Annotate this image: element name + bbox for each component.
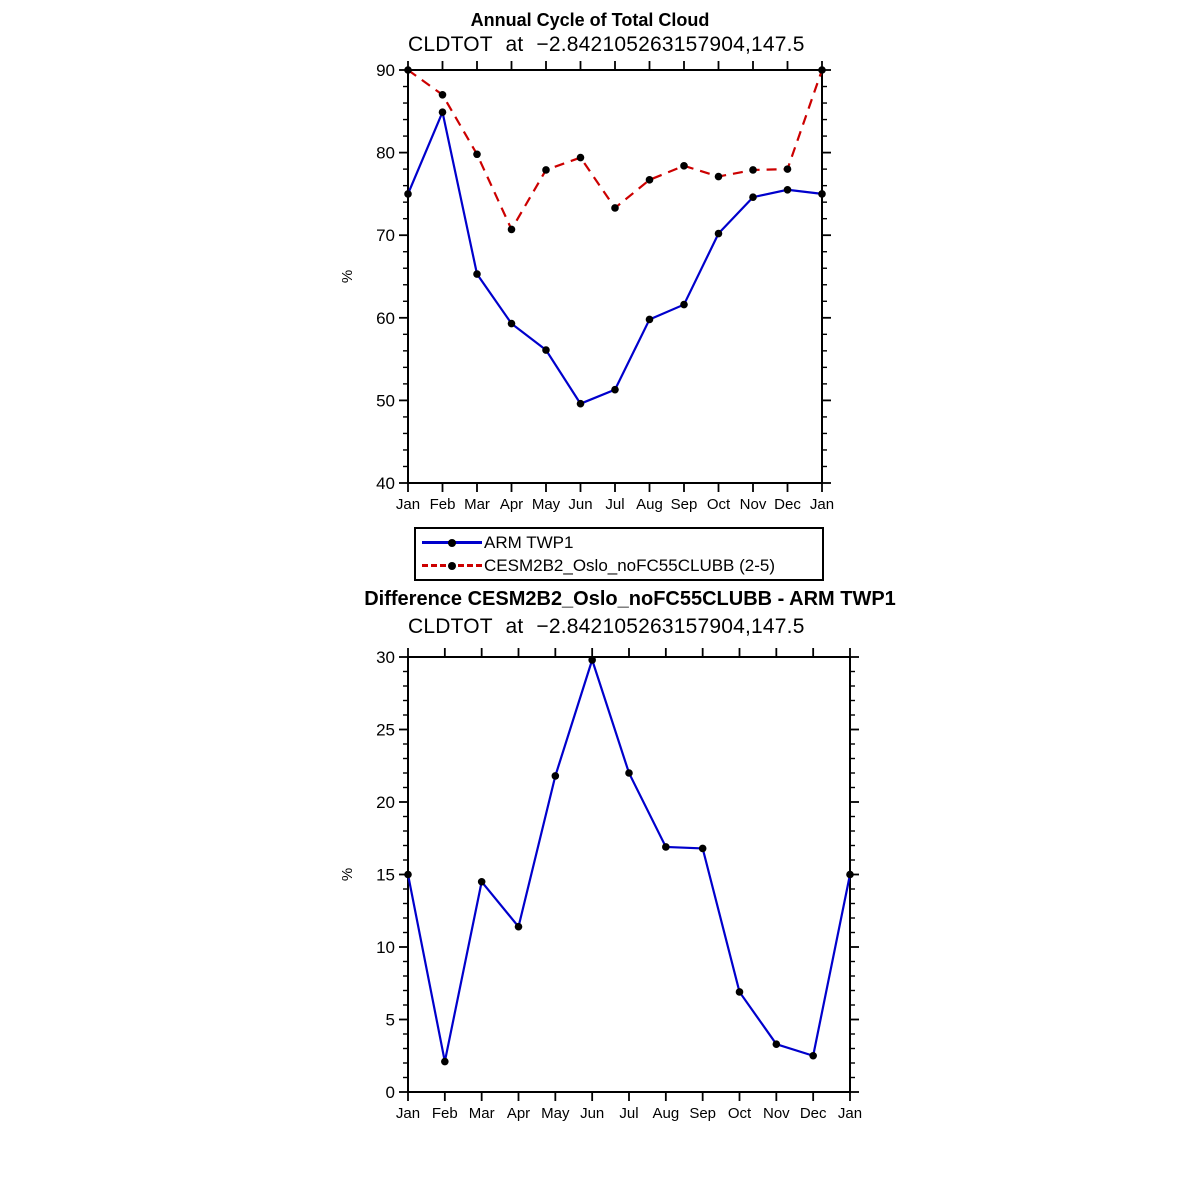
svg-text:90: 90 [376, 61, 395, 80]
svg-text:5: 5 [386, 1011, 395, 1030]
top-chart-subtitle: CLDTOT at −2.842105263157904,147.5 [408, 33, 805, 56]
svg-text:Oct: Oct [707, 496, 731, 513]
bottom-chart-plot: 0 5 10 15 20 25 30 Jan Feb Mar Apr May Jun Jul Aug Sep O… [339, 648, 862, 1122]
svg-text:Mar: Mar [469, 1105, 495, 1122]
svg-text:Dec: Dec [774, 496, 801, 513]
legend-label-cesm2b2: CESM2B2_Oslo_noFC55CLUBB (2-5) [484, 555, 776, 575]
svg-text:Jan: Jan [396, 496, 420, 513]
svg-text:Feb: Feb [430, 496, 456, 513]
svg-text:Nov: Nov [763, 1105, 790, 1122]
legend-item-arm-twp1: ARM TWP1 [422, 531, 822, 554]
svg-text:0: 0 [386, 1083, 395, 1102]
svg-text:15: 15 [376, 866, 395, 885]
svg-text:May: May [532, 496, 561, 513]
legend-line-blue-solid [422, 539, 482, 547]
svg-text:%: % [339, 868, 356, 881]
svg-text:Sep: Sep [671, 496, 698, 513]
svg-text:Jun: Jun [568, 496, 592, 513]
bottom-chart-title: Difference CESM2B2_Oslo_noFC55CLUBB - AR… [364, 588, 896, 610]
legend-line-red-dashed [422, 562, 482, 570]
svg-text:10: 10 [376, 938, 395, 957]
svg-text:Apr: Apr [507, 1105, 530, 1122]
svg-text:Jan: Jan [838, 1105, 862, 1122]
bottom-chart-subtitle: CLDTOT at −2.842105263157904,147.5 [408, 615, 805, 638]
svg-text:Jan: Jan [810, 496, 834, 513]
svg-text:25: 25 [376, 721, 395, 740]
legend-marker-dot-icon [448, 539, 456, 547]
svg-text:Jul: Jul [619, 1105, 638, 1122]
svg-text:Aug: Aug [636, 496, 663, 513]
svg-text:Feb: Feb [432, 1105, 458, 1122]
legend: ARM TWP1 CESM2B2_Oslo_noFC55CLUBB (2-5) [414, 527, 824, 581]
svg-text:70: 70 [376, 226, 395, 245]
svg-text:%: % [339, 270, 356, 283]
svg-text:Jun: Jun [580, 1105, 604, 1122]
svg-text:50: 50 [376, 391, 395, 410]
legend-label-arm-twp1: ARM TWP1 [484, 532, 574, 552]
svg-text:Jul: Jul [605, 496, 624, 513]
legend-item-cesm2b2: CESM2B2_Oslo_noFC55CLUBB (2-5) [422, 554, 822, 577]
svg-text:80: 80 [376, 144, 395, 163]
svg-text:60: 60 [376, 309, 395, 328]
svg-text:Mar: Mar [464, 496, 490, 513]
svg-text:Dec: Dec [800, 1105, 827, 1122]
svg-text:Oct: Oct [728, 1105, 752, 1122]
top-chart-plot: 40 50 60 70 80 90 Jan Feb Mar Apr May Jun Jul Aug Sep O… [339, 61, 834, 513]
svg-text:30: 30 [376, 648, 395, 667]
legend-marker-dot-icon [448, 562, 456, 570]
svg-text:Sep: Sep [689, 1105, 716, 1122]
svg-text:20: 20 [376, 793, 395, 812]
svg-text:Jan: Jan [396, 1105, 420, 1122]
svg-text:Apr: Apr [500, 496, 523, 513]
svg-text:Aug: Aug [652, 1105, 679, 1122]
top-chart-title: Annual Cycle of Total Cloud [470, 10, 710, 30]
svg-text:40: 40 [376, 474, 395, 493]
svg-text:May: May [541, 1105, 570, 1122]
svg-text:Nov: Nov [740, 496, 767, 513]
